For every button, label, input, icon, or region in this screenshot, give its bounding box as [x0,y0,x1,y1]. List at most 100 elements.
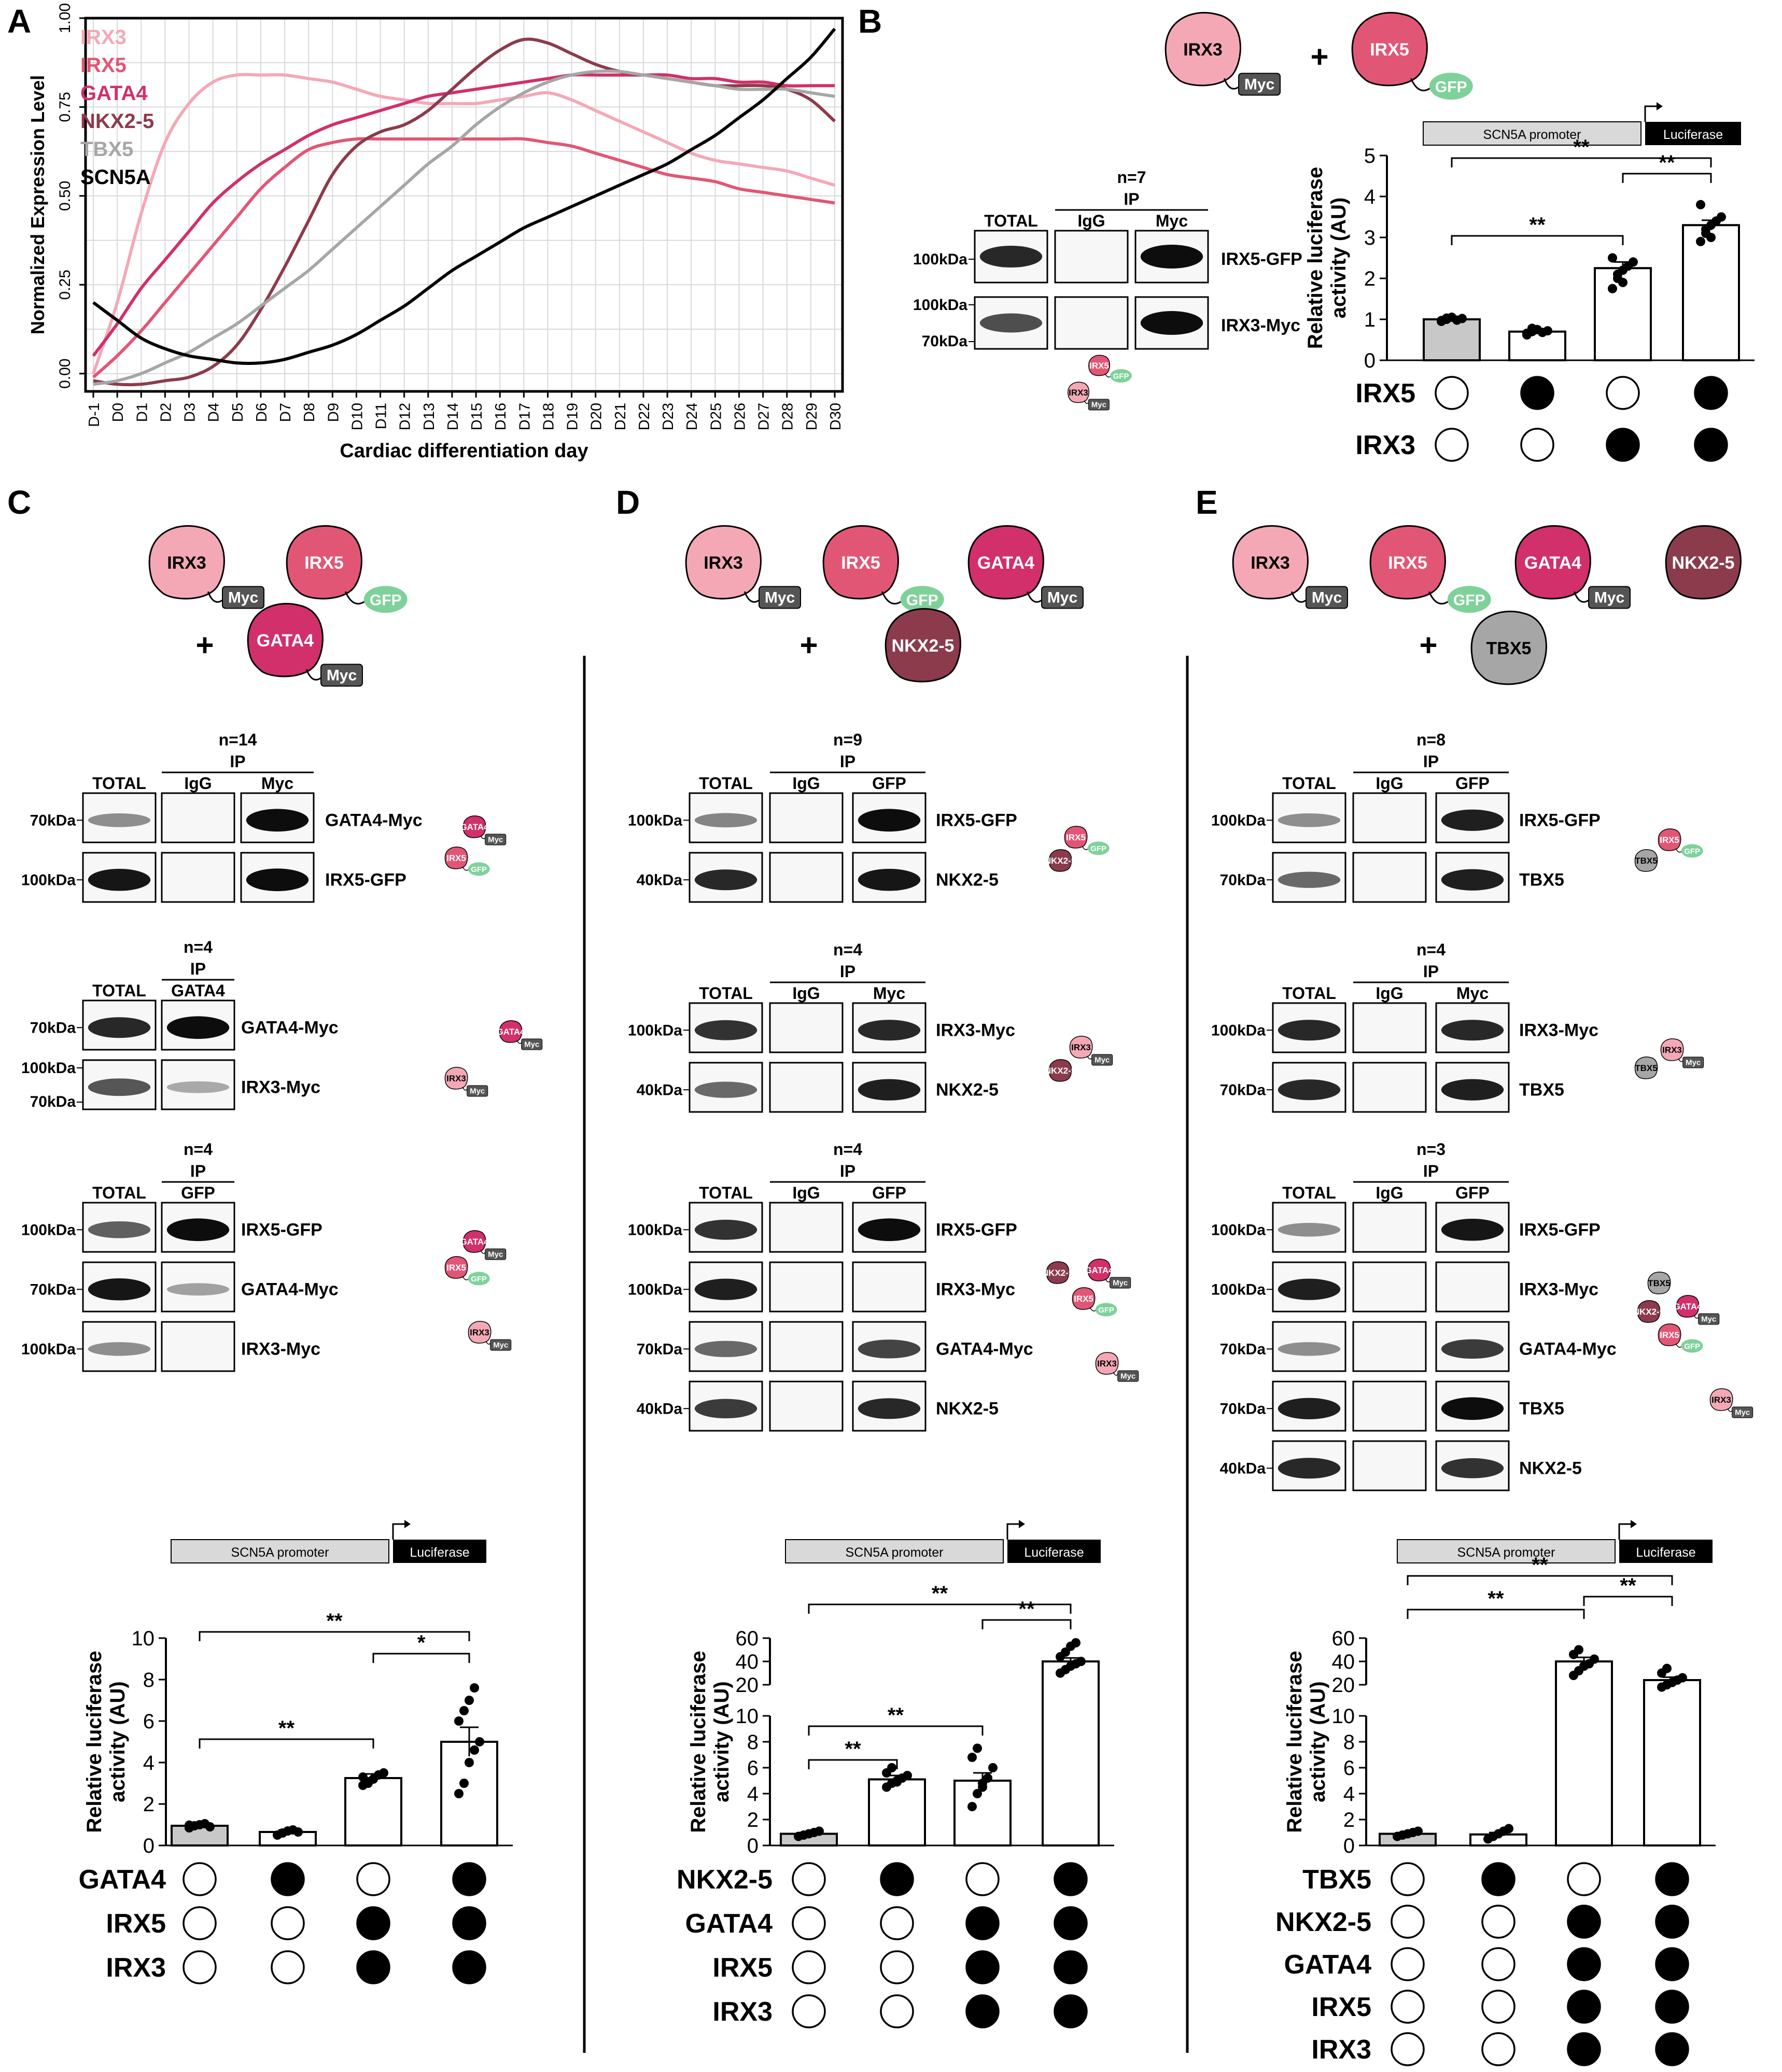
blot-lane-box [1352,1440,1427,1491]
y-axis-title: activity (AU) [710,1681,733,1802]
y-tick-label: 0.00 [57,359,74,389]
protein-label: IRX3 [1711,1395,1731,1405]
y-tick-label: 4 [747,1783,759,1806]
y-tick-label: 6 [747,1757,759,1780]
protein-label: GATA4 [257,631,314,651]
x-tick-label: D18 [540,403,557,430]
kda-marker: 40kDa [637,1400,683,1417]
linker [1082,845,1089,850]
protein-body [1064,826,1088,849]
complex-nkx25-icon: NKX2-5 [1042,1261,1073,1284]
kda-marker: 70kDa [30,1093,76,1110]
promoter-label: SCN5A promoter [1483,128,1581,142]
blot-row-label: IRX5-GFP [325,870,406,890]
complex-irx5-icon: IRX5 GFP [1064,826,1110,855]
blot-band [1278,871,1341,888]
data-point [1678,1673,1687,1683]
gata4-small-icon: GATA4 Myc [496,1020,543,1050]
protein-body [1232,525,1309,600]
blot-band [1278,813,1341,827]
tss-arrowhead [1657,102,1663,110]
blot-col-label: IgG [1376,1183,1403,1202]
bar [1643,1679,1701,1847]
x-tick-label: D8 [301,403,318,422]
data-point [358,1772,368,1782]
blot-band [1140,245,1203,269]
y-axis-title: Relative luciferase [83,1651,106,1833]
protein-body [1634,1056,1658,1079]
y-tick-label: 8 [747,1731,759,1754]
y-axis-title: activity (AU) [106,1681,129,1802]
kda-marker: 40kDa [637,871,683,889]
kda-marker: 100kDa [1211,812,1266,829]
significance-bracket [1583,1596,1673,1606]
complex-tbx5-icon: TBX5 [1634,849,1658,872]
panel-e-blot-2: n=4 IP TOTAL IgG Myc 100kDa IRX3-Myc 70kDa TBX5 [1211,940,1598,1113]
panel-c-blot-3: n=4 IP TOTAL GFP 100kDa IRX5-GFP 70kDa GATA4-My… [21,1140,339,1372]
panel-d-blot-2: n=4 IP TOTAL IgG Myc 100kDa IRX3-Myc 40kDa NKX2-… [628,940,1015,1113]
blot-n-label: n=4 [833,940,862,959]
blot-col-label: TOTAL [1282,1183,1336,1202]
luciferase-box [1619,1540,1713,1563]
complex-irx5-icon: IRX5 GFP [444,1256,490,1286]
irx5-protein-icon: IRX5 GFP [286,525,408,613]
blot-col-label: IgG [792,984,820,1003]
blot-col-label: Myc [1456,984,1489,1003]
gfp-tag-label: GFP [906,591,938,609]
significance-bracket [199,1631,470,1641]
blot-ip-label: IP [1124,190,1139,208]
protein-label: NKX2-5 [1045,856,1076,866]
linker [1089,1307,1097,1312]
luciferase-label: Luciferase [1636,1545,1695,1560]
x-tick-label: D4 [206,403,222,422]
data-point [1618,277,1627,287]
panel-d-blot-1: n=9 IP TOTAL IgG GFP 100kDa IRX5-GFP 40kDa NKX2-… [628,730,1017,903]
blot-n-label: n=14 [219,730,257,749]
blot-row-label: GATA4-Myc [241,1279,339,1299]
kda-marker: 70kDa [30,1281,76,1298]
condition-empty-circle [792,1950,826,1984]
linker [1675,848,1682,853]
gfp-tag-label: GFP [1684,847,1700,856]
data-point [978,1782,987,1792]
linker [462,866,469,871]
blot-band [166,1081,230,1093]
blot-lane-box [161,1261,235,1313]
blot-lane-box [1352,1002,1427,1053]
significance-label: ** [326,1610,343,1632]
protein-label: IRX3 [1251,553,1290,573]
condition-empty-circle [1567,1862,1601,1896]
y-tick-label: 4 [1343,1783,1355,1806]
x-axis-title: Cardiac differentiation day [340,440,588,462]
data-point [1504,1824,1513,1834]
blot-n-label: n=4 [184,1140,213,1159]
kda-marker: 100kDa [628,1281,682,1298]
protein-body [1164,12,1241,87]
protein-label: IRX5 [1089,361,1109,371]
y-tick-label: 10 [132,1627,155,1650]
data-point [973,1789,982,1798]
blot-row-label: IRX3-Myc [241,1339,320,1359]
bar [1042,1660,1100,1847]
myc-tag [467,1085,488,1097]
blot-band [694,869,757,891]
condition-label: TBX5 [1302,1865,1371,1895]
complex-gata4-icon: GATA4 Myc [1085,1259,1131,1289]
blot-lane-box [769,1202,844,1253]
blot-lane-box [1352,1380,1427,1432]
complex-gata4-icon: GATA4 Myc [460,815,507,845]
panel-c-letter: C [7,484,32,521]
y-tick-label: 20 [736,1674,759,1697]
protein-body [1087,1259,1111,1281]
y-tick-label: 60 [736,1627,759,1650]
protein-label: IRX5 [446,1263,466,1273]
y-tick-label: 0.50 [57,181,74,211]
protein-label: GATA4 [977,553,1034,573]
condition-filled-circle [1567,1990,1601,2024]
blot-row-label: TBX5 [1519,1399,1564,1418]
blot-lane-box [1352,1202,1427,1253]
data-point [1701,224,1710,234]
